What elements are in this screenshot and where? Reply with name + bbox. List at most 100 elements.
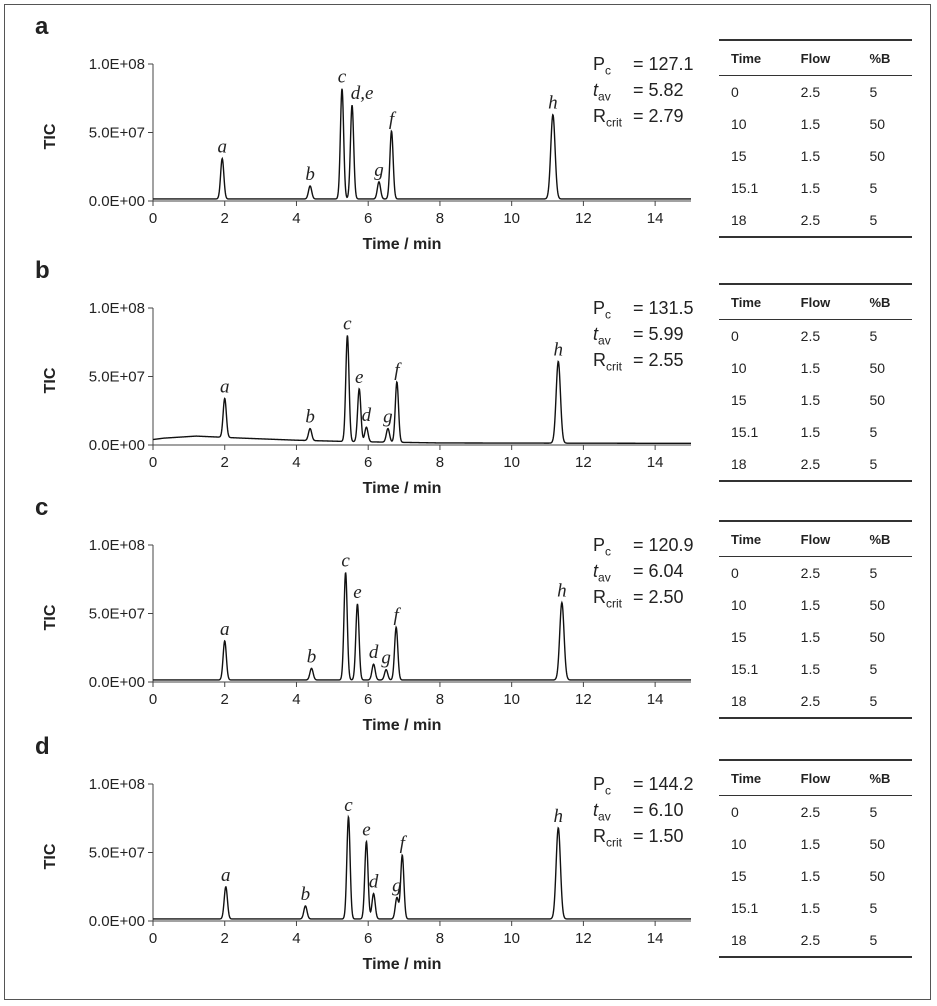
peak-capacity-symbol: Pc (593, 532, 633, 565)
symbol-letter: t (593, 561, 599, 581)
critical-resolution-value: = 2.55 (633, 350, 684, 370)
x-tick-label: 0 (149, 930, 157, 947)
table-row: 10 1.5 50 (719, 108, 912, 140)
table-cell: 1.5 (800, 661, 821, 677)
peak-label: g (383, 407, 393, 428)
table-cell: 5 (857, 448, 912, 482)
critical-resolution-symbol: Rcrit (593, 103, 633, 136)
chromatogram-chart: 0.0E+00 5.0E+07 1.0E+08 0 2 4 6 8 10 12 14 Time / m… (42, 776, 691, 973)
average-time-row: tav = 6.04 (593, 558, 694, 585)
x-tick-label: 14 (647, 691, 664, 708)
peak-label: d (362, 405, 372, 426)
table-row: 10 1.5 50 (719, 828, 912, 860)
y-tick-label: 1.0E+08 (89, 537, 145, 554)
table-row: 15.1 1.5 5 (719, 416, 912, 448)
symbol-subscript: av (598, 89, 611, 104)
x-tick-label: 6 (364, 210, 372, 227)
table-cell: 5 (857, 685, 912, 719)
x-tick-label: 10 (503, 454, 520, 471)
table-header: Time (719, 520, 789, 557)
table-cell: 50 (869, 868, 886, 884)
table-header-row: Time Flow %B (719, 283, 912, 320)
table-cell: 5 (869, 84, 878, 100)
table-cell: 15.1 (731, 424, 759, 440)
x-tick-label: 8 (436, 691, 444, 708)
table-cell: 0 (731, 328, 739, 344)
x-tick-label: 2 (221, 930, 229, 947)
symbol-subscript: c (605, 63, 612, 78)
figure: a 0.0E+00 5.0E+07 1.0E+08 0 2 4 6 8 10 12 14 Time / … (4, 4, 931, 1000)
critical-resolution-value: = 2.79 (633, 106, 684, 126)
symbol-letter: t (593, 324, 599, 344)
table-row: 15 1.5 50 (719, 384, 912, 416)
x-tick-label: 12 (575, 210, 592, 227)
peak-label: g (381, 648, 391, 669)
x-tick-label: 12 (575, 691, 592, 708)
x-tick-label: 14 (647, 454, 664, 471)
symbol-subscript: crit (606, 359, 622, 374)
table-cell: 1.5 (800, 868, 821, 884)
x-axis-title: Time / min (363, 236, 442, 253)
x-tick-label: 4 (292, 691, 300, 708)
symbol-subscript: av (598, 570, 611, 585)
x-tick-label: 14 (647, 210, 664, 227)
table-cell: 50 (869, 597, 886, 613)
symbol-subscript: c (605, 783, 612, 798)
table-cell: 10 (731, 597, 747, 613)
table-cell: 0 (731, 804, 739, 820)
average-time-value: = 6.10 (633, 800, 684, 820)
y-tick-label: 0.0E+00 (89, 674, 145, 691)
gradient-table: Time Flow %B 0 2.5 5 10 1.5 50 15 1.5 50 15.1 1.5 5 18 2… (719, 283, 912, 482)
average-time-value: = 5.99 (633, 324, 684, 344)
table-cell: 5 (857, 924, 912, 958)
y-tick-label: 1.0E+08 (89, 300, 145, 317)
y-tick-label: 5.0E+07 (89, 845, 145, 862)
symbol-letter: R (593, 587, 606, 607)
critical-resolution-value: = 2.50 (633, 587, 684, 607)
x-tick-label: 0 (149, 691, 157, 708)
peak-label: d (369, 642, 379, 663)
critical-resolution-symbol: Rcrit (593, 347, 633, 380)
table-row: 15 1.5 50 (719, 140, 912, 172)
critical-resolution-row: Rcrit = 2.55 (593, 347, 694, 374)
table-header: Time (719, 39, 789, 76)
table-row: 0 2.5 5 (719, 320, 912, 353)
peak-label: f (389, 109, 397, 130)
x-axis-title: Time / min (363, 956, 442, 973)
table-cell: 1.5 (800, 424, 821, 440)
peak-capacity-row: Pc = 144.2 (593, 771, 694, 798)
table-header: %B (857, 759, 912, 796)
table-row: 18 2.5 5 (719, 448, 912, 482)
table-cell: 15 (731, 148, 747, 164)
peak-label: g (374, 160, 384, 181)
table-cell: 1.5 (800, 148, 821, 164)
chromatogram-chart: 0.0E+00 5.0E+07 1.0E+08 0 2 4 6 8 10 12 14 Time / m… (42, 537, 691, 734)
table-cell: 18 (719, 204, 789, 238)
x-axis-title: Time / min (363, 717, 442, 734)
average-time-value: = 6.04 (633, 561, 684, 581)
x-tick-label: 0 (149, 210, 157, 227)
table-cell: 50 (869, 629, 886, 645)
table-row: 18 2.5 5 (719, 924, 912, 958)
table-header-row: Time Flow %B (719, 39, 912, 76)
x-tick-label: 4 (292, 210, 300, 227)
x-tick-label: 10 (503, 930, 520, 947)
peak-capacity-value: = 131.5 (633, 298, 694, 318)
y-tick-label: 0.0E+00 (89, 913, 145, 930)
table-header: %B (857, 39, 912, 76)
y-tick-label: 5.0E+07 (89, 125, 145, 142)
symbol-letter: P (593, 774, 606, 794)
table-row: 15 1.5 50 (719, 621, 912, 653)
table-cell: 0 (731, 84, 739, 100)
peak-label: b (301, 884, 311, 905)
average-time-row: tav = 6.10 (593, 797, 694, 824)
panel-letter: a (35, 13, 49, 40)
peak-capacity-value: = 127.1 (633, 54, 694, 74)
resolution-stats: Pc = 144.2 tav = 6.10 Rcrit = 1.50 (593, 771, 694, 850)
symbol-subscript: c (605, 307, 612, 322)
peak-label: c (343, 313, 352, 334)
peak-label: f (394, 605, 402, 626)
peak-label: a (217, 137, 227, 158)
table-cell: 2.5 (800, 804, 821, 820)
x-tick-label: 2 (221, 691, 229, 708)
